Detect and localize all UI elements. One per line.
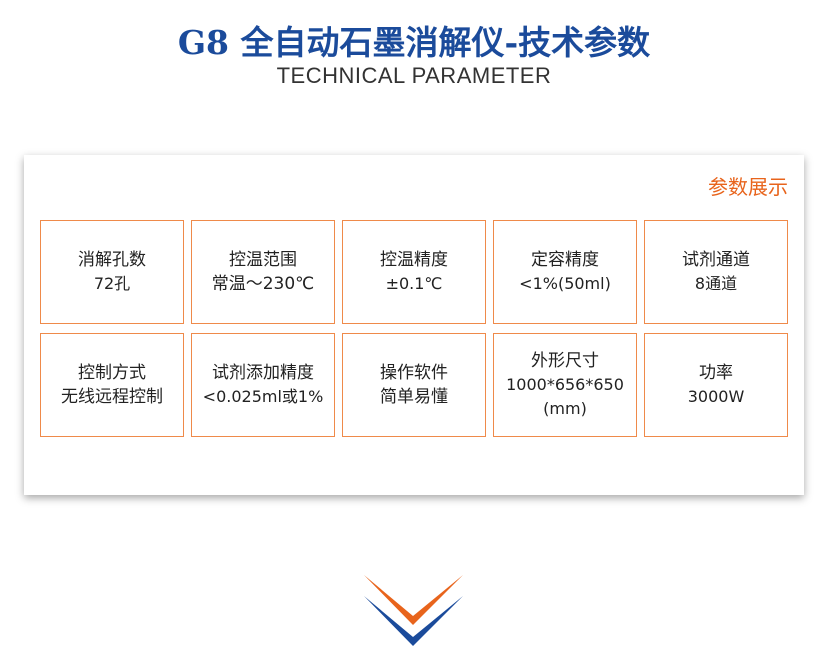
parameter-cell: 功率 3000W [644, 333, 788, 437]
parameter-name: 外形尺寸 [531, 351, 599, 371]
parameter-cell: 操作软件 简单易懂 [342, 333, 486, 437]
parameter-value: 无线远程控制 [61, 387, 163, 407]
parameter-name: 控制方式 [78, 363, 146, 383]
parameter-cell: 控制方式无线远程控制 [40, 333, 184, 437]
parameter-name: 功率 [699, 363, 733, 383]
page-subtitle: TECHNICAL PARAMETER [276, 63, 552, 88]
parameter-name: 操作软件 [380, 363, 448, 383]
page-title: G8 全自动石墨消解仪-技术参数 [177, 23, 651, 62]
parameter-value: 简单易懂 [380, 387, 448, 407]
parameter-value: 常温～230℃ [211, 274, 315, 294]
parameter-cell: 试剂通道 8通道 [644, 220, 788, 324]
parameter-value: (mm) [543, 399, 587, 418]
parameter-name: 消解孔数 [78, 250, 146, 270]
parameter-name: 控温范围 [229, 250, 297, 270]
parameter-value: ±0.1℃ [385, 274, 443, 293]
parameter-cell: 控温范围常温～230℃ [191, 220, 335, 324]
parameter-value: <0.025ml或1% [202, 387, 324, 406]
parameter-value: <1%(50ml) [519, 274, 611, 293]
parameter-value: 72孔 [93, 274, 131, 293]
parameter-cell: 消解孔数 72孔 [40, 220, 184, 324]
parameter-name: 定容精度 [531, 250, 599, 270]
double-chevron-down-icon [364, 575, 463, 646]
parameter-value: 3000W [687, 387, 745, 406]
parameter-cell: 定容精度 <1%(50ml) [493, 220, 637, 324]
parameter-name: 控温精度 [380, 250, 448, 270]
parameter-value: 8通道 [694, 274, 738, 293]
parameter-cell: 试剂添加精度 <0.025ml或1% [191, 333, 335, 437]
parameter-cell: 外形尺寸 1000*656*650 (mm) [493, 333, 637, 437]
parameter-cell: 控温精度 ±0.1℃ [342, 220, 486, 324]
parameter-name: 试剂通道 [682, 250, 750, 270]
parameter-panel: 参数展示 消解孔数 72孔 控温范围常温～230℃ 控温精度 ±0.1℃ 定容精度 <1%(… [24, 155, 804, 495]
parameter-value: 1000*656*650 [506, 375, 624, 394]
panel-label: 参数展示 [708, 175, 788, 199]
parameter-name: 试剂添加精度 [212, 363, 314, 383]
